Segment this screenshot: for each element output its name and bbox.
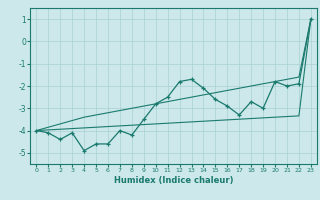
- X-axis label: Humidex (Indice chaleur): Humidex (Indice chaleur): [114, 176, 233, 185]
